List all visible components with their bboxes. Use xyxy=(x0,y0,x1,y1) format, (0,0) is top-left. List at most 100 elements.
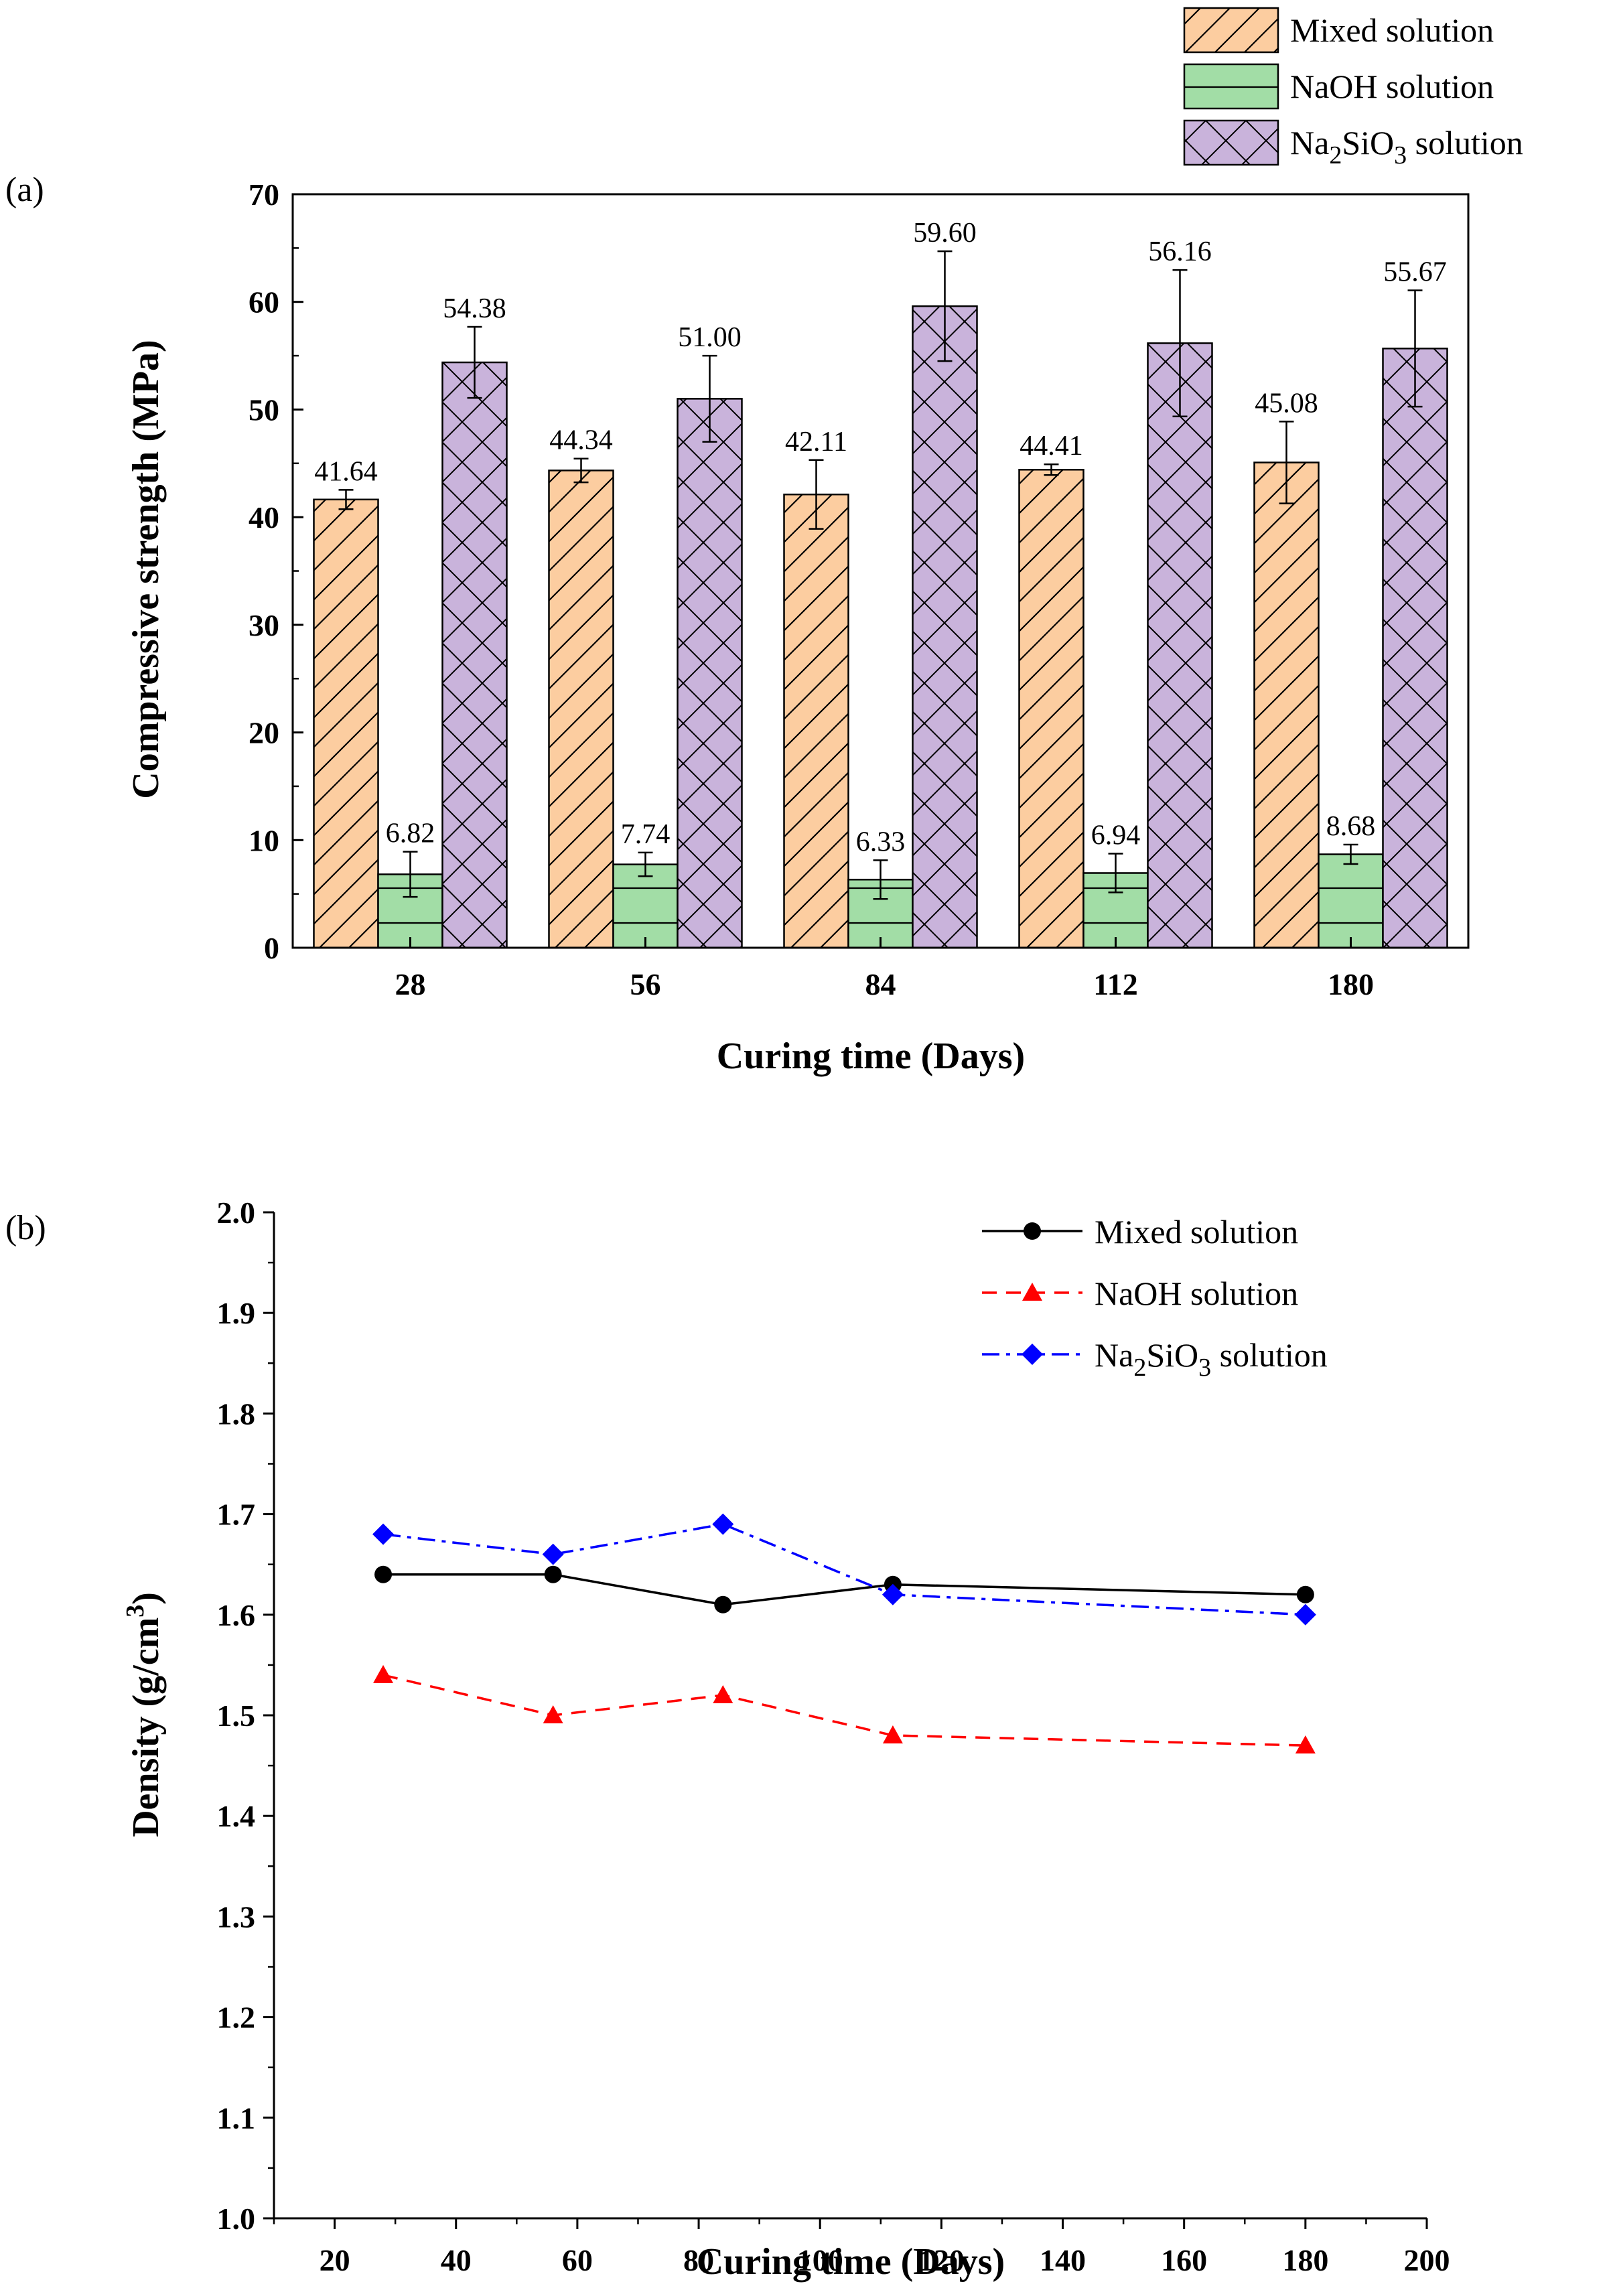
legend-swatch-hatch-horizontal xyxy=(1184,64,1278,109)
panel-b-markers xyxy=(372,1513,1316,1754)
data-label: 59.60 xyxy=(913,218,977,248)
data-point-diamond xyxy=(542,1543,564,1565)
panel-a-y-tick-label: 20 xyxy=(249,716,279,750)
panel-a-bar-chart: (a) Mixed solution NaOH solution Na2SiO3 s… xyxy=(5,7,1523,1077)
bar-hatch-horizontal-56 xyxy=(613,864,678,948)
bar-hatch-cross-84 xyxy=(912,306,977,948)
data-point-triangle xyxy=(543,1705,563,1723)
panel-b-y-tick-label: 1.2 xyxy=(217,2001,256,2035)
data-point-triangle xyxy=(1295,1735,1316,1754)
panel-a-label: (a) xyxy=(5,171,44,209)
legend-label: Na2SiO3 solution xyxy=(1290,124,1523,169)
data-label: 45.08 xyxy=(1255,388,1318,419)
bar-hatch-horizontal-180 xyxy=(1318,854,1383,948)
data-label: 55.67 xyxy=(1383,257,1447,288)
legend-label-post: solution xyxy=(1211,1336,1328,1374)
legend-label-mid: SiO xyxy=(1146,1336,1198,1374)
data-label: 42.11 xyxy=(785,427,847,457)
data-point-triangle xyxy=(713,1684,733,1703)
panel-a-x-tick-label: 28 xyxy=(395,967,426,1001)
panel-a-axes: 0 10 20 30 40 50 60 70 28 56 84 112 180 xyxy=(249,177,1470,1001)
panel-b-y-tick-label: 1.5 xyxy=(217,1699,256,1733)
panel-a-y-tick-label: 70 xyxy=(249,177,279,212)
data-point-diamond xyxy=(712,1513,734,1535)
panel-b-y-tick-label: 1.4 xyxy=(217,1799,256,1833)
data-point-circle xyxy=(544,1565,562,1583)
legend-label-post: solution xyxy=(1407,124,1523,161)
panel-b-label: (b) xyxy=(5,1209,46,1247)
panel-a-x-tick-label: 56 xyxy=(630,967,661,1001)
panel-b-y-tick-label: 1.0 xyxy=(217,2202,256,2236)
legend-swatch-hatch-cross xyxy=(1184,121,1278,165)
legend-label: NaOH solution xyxy=(1290,68,1494,105)
panel-b-y-tick-label: 1.3 xyxy=(217,1899,256,1934)
data-label: 8.68 xyxy=(1326,811,1376,842)
bar-hatch-cross-180 xyxy=(1383,348,1448,948)
data-label: 6.94 xyxy=(1091,820,1141,851)
panel-b-x-axis-title: Curing time (Days) xyxy=(697,2241,1005,2283)
panel-b-x-tick-label: 200 xyxy=(1404,2243,1450,2277)
data-label: 7.74 xyxy=(621,819,671,850)
panel-b-x-tick-label: 120 xyxy=(918,2243,965,2277)
panel-b-x-tick-label: 80 xyxy=(683,2243,714,2277)
data-point-circle xyxy=(374,1565,393,1583)
panel-b-x-tick-label: 100 xyxy=(797,2243,843,2277)
data-point-diamond xyxy=(1294,1603,1316,1626)
data-point-diamond xyxy=(372,1523,395,1545)
panel-a-legend: Mixed solution NaOH solution Na2SiO3 solut… xyxy=(1183,7,1523,169)
legend-label-sub2: 3 xyxy=(1394,141,1407,169)
panel-b-y-axis-title-main: Density (g/cm xyxy=(125,1618,167,1837)
panel-a-y-tick-label: 10 xyxy=(249,823,279,857)
panel-b-legend: Mixed solution NaOH solution Na2SiO3 solut… xyxy=(982,1213,1328,1382)
data-point-triangle xyxy=(882,1725,903,1744)
legend-label-mid: SiO xyxy=(1342,124,1394,161)
panel-a-y-tick-label: 60 xyxy=(249,285,279,319)
data-point-triangle xyxy=(373,1664,394,1683)
panel-b-y-tick-label: 1.8 xyxy=(217,1396,256,1431)
panel-b-x-tick-label: 40 xyxy=(441,2243,472,2277)
panel-b-x-tick-label: 20 xyxy=(320,2243,350,2277)
panel-b-y-tick-label: 1.7 xyxy=(217,1498,256,1532)
panel-b-y-axis-title: Density (g/cm3) xyxy=(121,1592,167,1837)
panel-a-x-tick-label: 112 xyxy=(1093,967,1137,1001)
legend-label: Na2SiO3 solution xyxy=(1095,1336,1328,1382)
data-label: 51.00 xyxy=(678,322,742,353)
bar-hatch-diagonal-112 xyxy=(1019,470,1084,948)
legend-label-pre: Na xyxy=(1095,1336,1133,1374)
bar-hatch-cross-112 xyxy=(1147,343,1212,948)
legend-swatch-hatch-diagonal xyxy=(1184,8,1278,52)
panel-a-y-tick-label: 0 xyxy=(264,931,279,965)
data-label: 44.41 xyxy=(1020,431,1083,461)
panel-b-x-tick-label: 180 xyxy=(1282,2243,1328,2277)
legend-label-sub2: 3 xyxy=(1198,1354,1211,1382)
data-point-circle xyxy=(714,1595,732,1613)
legend-label: NaOH solution xyxy=(1095,1275,1298,1312)
bar-hatch-diagonal-28 xyxy=(313,499,378,948)
data-label: 56.16 xyxy=(1148,236,1212,267)
data-label: 6.82 xyxy=(386,818,435,849)
panel-a-x-tick-label: 84 xyxy=(865,967,896,1001)
data-label: 41.64 xyxy=(314,456,378,487)
panel-b-axes: 1.0 1.1 1.2 1.3 1.4 1.5 1.6 1.7 1.8 1.9 2.0 20 40 60 8… xyxy=(217,1196,1450,2277)
bar-hatch-cross-56 xyxy=(677,399,742,948)
panel-b-line-chart: (b) 1.0 1.1 1.2 1.3 1.4 1.5 1.6 1.7 1.8 1.9 2.0 20 4… xyxy=(5,1196,1450,2283)
legend-marker-triangle xyxy=(1022,1283,1042,1301)
data-label: 44.34 xyxy=(549,425,613,456)
panel-b-y-tick-label: 1.1 xyxy=(217,2101,256,2135)
panel-b-y-tick-label: 1.6 xyxy=(217,1598,256,1632)
panel-a-y-tick-label: 30 xyxy=(249,608,279,642)
panel-a-y-tick-label: 50 xyxy=(249,392,279,427)
panel-b-y-tick-label: 1.9 xyxy=(217,1296,256,1330)
panel-b-y-tick-label: 2.0 xyxy=(217,1196,256,1230)
panel-b-x-tick-label: 140 xyxy=(1040,2243,1086,2277)
data-label: 6.33 xyxy=(856,827,906,857)
bar-hatch-diagonal-180 xyxy=(1254,462,1319,948)
data-point-diamond xyxy=(882,1583,904,1605)
panel-b-x-tick-label: 160 xyxy=(1161,2243,1207,2277)
legend-label-sub1: 2 xyxy=(1329,141,1342,169)
panel-b-y-axis-title-sup: 3 xyxy=(121,1605,149,1618)
panel-a-x-axis-title: Curing time (Days) xyxy=(717,1035,1025,1077)
legend-label: Mixed solution xyxy=(1095,1213,1298,1250)
series-line-diamond xyxy=(382,1522,1306,1616)
